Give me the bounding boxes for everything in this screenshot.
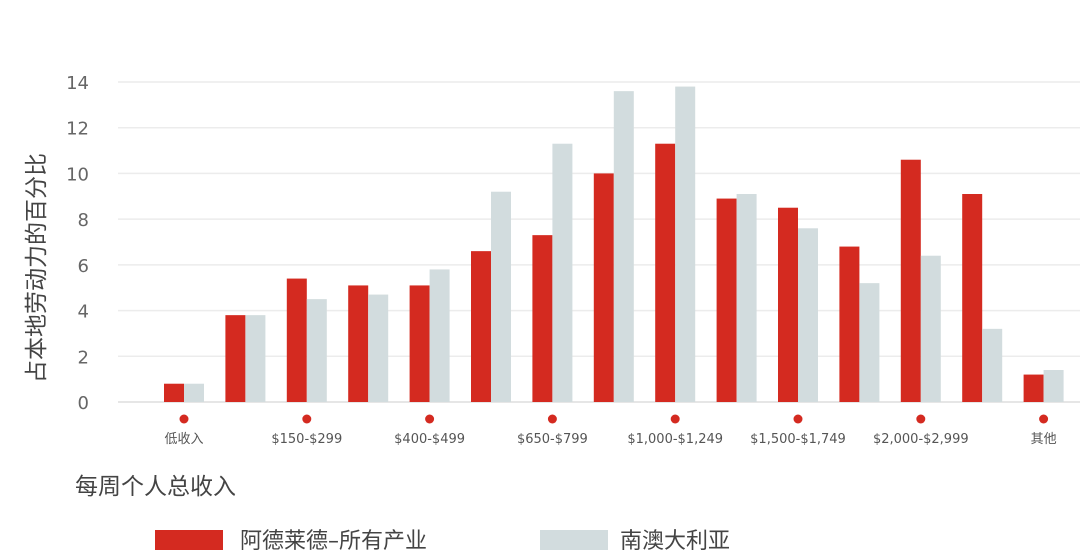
bar-adelaide (900, 159, 921, 402)
bar-south-australia (491, 191, 511, 402)
x-tick-label: $650-$799 (517, 432, 588, 447)
bar-adelaide (532, 235, 553, 402)
x-axis-ticks: 低收入 $150-$299 $400-$499 $650-$799 $1,000-$1,… (164, 414, 1057, 447)
bar-adelaide (225, 315, 246, 402)
x-tick-label: $2,000-$2,999 (873, 432, 969, 447)
bar-south-australia (306, 299, 327, 402)
bar-south-australia (184, 383, 204, 402)
x-tick-label: 其他 (1031, 432, 1057, 447)
bar-adelaide (164, 383, 184, 402)
x-tick-marker (1039, 414, 1049, 424)
bar-adelaide (839, 246, 860, 402)
y-tick-label: 6 (78, 256, 89, 277)
bar-south-australia (920, 255, 941, 402)
y-axis-ticks: 0 2 4 6 8 10 12 14 (66, 73, 89, 414)
bar-south-australia (736, 194, 757, 402)
x-tick-label: $1,000-$1,249 (627, 432, 723, 447)
x-tick-marker (425, 414, 435, 424)
x-tick-marker (547, 414, 557, 424)
bar-south-australia (368, 294, 389, 402)
y-axis-label: 占本地劳动力的百分比 (24, 153, 50, 383)
legend: 阿德莱德–所有产业 南澳大利亚 (155, 529, 730, 554)
bar-adelaide (471, 251, 491, 402)
bar-south-australia (613, 91, 634, 403)
y-tick-label: 2 (78, 347, 89, 368)
bar-adelaide (778, 207, 798, 402)
y-tick-label: 12 (66, 119, 89, 140)
legend-label: 阿德莱德–所有产业 (240, 529, 427, 554)
x-tick-label: 低收入 (164, 432, 203, 447)
x-tick-marker (916, 414, 926, 424)
bar-adelaide (1023, 374, 1044, 402)
bar-adelaide (716, 198, 737, 402)
x-tick-marker (179, 414, 189, 424)
bar-south-australia (859, 283, 880, 402)
y-tick-label: 4 (78, 302, 89, 323)
legend-label: 南澳大利亚 (620, 529, 730, 554)
x-tick-label: $150-$299 (271, 432, 342, 447)
y-tick-label: 10 (66, 164, 89, 185)
y-tick-label: 14 (66, 73, 89, 94)
y-tick-label: 0 (78, 393, 89, 414)
bar-south-australia (798, 228, 818, 402)
legend-swatch (540, 530, 608, 550)
y-tick-label: 8 (78, 210, 89, 231)
x-tick-marker (670, 414, 680, 424)
bar-adelaide (962, 194, 983, 402)
bar-south-australia (429, 269, 450, 402)
bar-adelaide (409, 285, 430, 402)
bar-group (164, 86, 1064, 403)
bar-south-australia (1043, 370, 1064, 402)
legend-swatch (155, 530, 223, 550)
x-tick-marker (793, 414, 803, 424)
bar-south-australia (982, 328, 1003, 402)
x-tick-label: $400-$499 (394, 432, 465, 447)
x-axis-label: 每周个人总收入 (75, 474, 236, 500)
bar-south-australia (245, 315, 266, 402)
bar-south-australia (675, 86, 696, 403)
bar-adelaide (655, 143, 676, 402)
bar-adelaide (286, 278, 307, 402)
bar-adelaide (348, 285, 369, 402)
bar-adelaide (593, 173, 614, 402)
x-tick-label: $1,500-$1,749 (750, 432, 846, 447)
bar-south-australia (552, 143, 573, 402)
x-tick-marker (302, 414, 312, 424)
